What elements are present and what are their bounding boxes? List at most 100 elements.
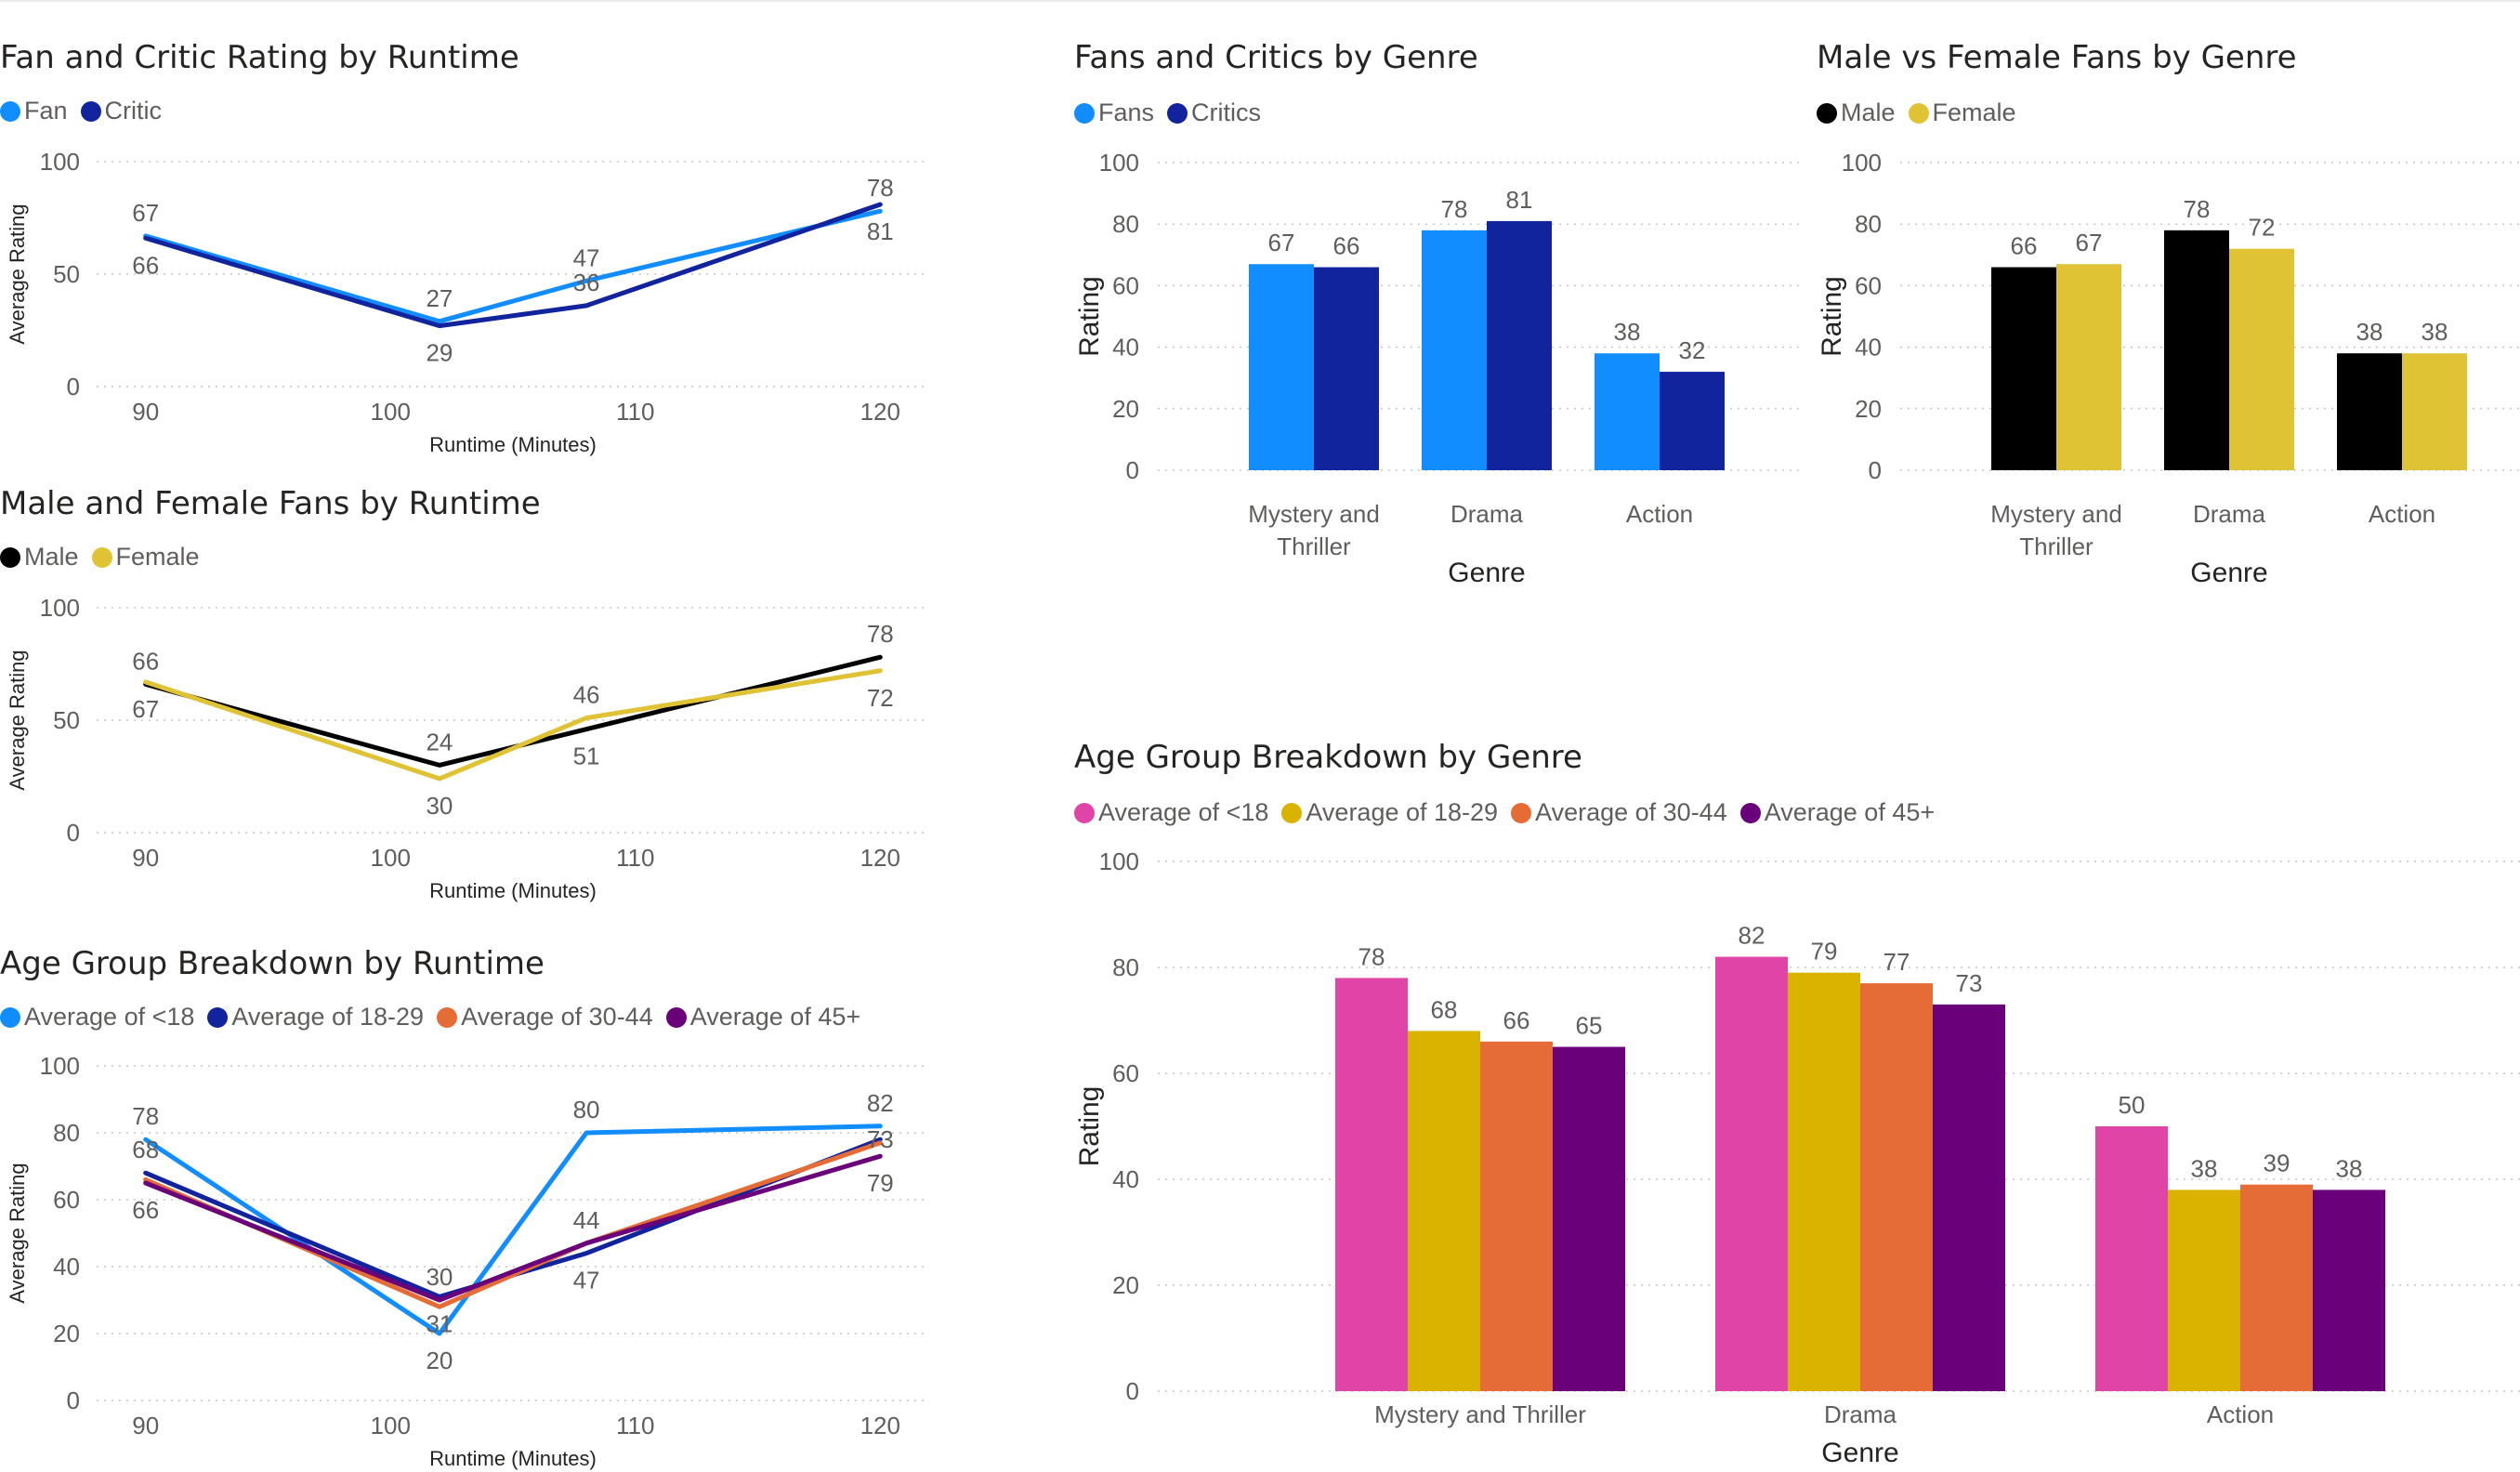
y-tick-label: 100 (40, 594, 80, 622)
y-axis-title: Average Rating (6, 650, 29, 790)
legend-label: Female (1932, 99, 2016, 126)
data-label: 66 (132, 251, 159, 279)
bar (1991, 267, 2056, 470)
legend-label: Average of 30-44 (461, 1003, 653, 1031)
data-label: 67 (2076, 229, 2103, 256)
y-tick-label: 0 (67, 373, 80, 401)
y-tick-label: 100 (1842, 149, 1882, 177)
y-axis-title: Rating (1817, 276, 1847, 357)
y-tick-label: 60 (1855, 271, 1882, 299)
y-tick-label: 50 (53, 260, 80, 288)
bar (1480, 1041, 1553, 1391)
bar (2056, 264, 2121, 470)
x-tick-label: 120 (860, 398, 900, 426)
legend-item[interactable]: Average of 18-29 (207, 1003, 424, 1032)
legend-item[interactable]: Average of 30-44 (1511, 798, 1727, 827)
series-line (143, 208, 883, 324)
legend-item[interactable]: Critics (1167, 99, 1261, 127)
legend-item[interactable]: Female (1908, 99, 2016, 127)
chart-title: Male and Female Fans by Runtime (0, 485, 541, 522)
legend-marker (437, 1006, 458, 1028)
legend-marker (1281, 802, 1303, 823)
y-tick-label: 100 (1099, 848, 1139, 875)
legend-label: Critics (1191, 99, 1262, 126)
x-tick-label: Mystery and (1990, 500, 2122, 528)
data-label: 20 (426, 1347, 453, 1374)
data-label: 77 (1883, 948, 1910, 976)
y-tick-label: 40 (53, 1253, 80, 1281)
data-label: 72 (867, 684, 894, 712)
legend-marker (0, 100, 20, 122)
data-label: 38 (2191, 1154, 2218, 1182)
data-label: 66 (132, 1196, 159, 1224)
data-label: 82 (867, 1089, 894, 1117)
y-axis-title: Rating (1074, 1086, 1105, 1167)
line-chart-svg: 0 50 100 90 100 110 120 Runtime (Minutes) Averag… (6, 148, 929, 456)
legend-marker (1074, 102, 1095, 124)
x-axis-title: Runtime (Minutes) (429, 433, 597, 456)
legend-marker (1167, 102, 1188, 124)
y-tick-label: 0 (1869, 456, 1882, 484)
y-tick-label: 0 (67, 1387, 80, 1414)
y-tick-label: 20 (1112, 395, 1139, 423)
line-chart-svg: 0 20 40 60 80 100 90 100 110 120 Runtime (Minutes)… (6, 1052, 929, 1470)
data-label: 30 (426, 1263, 453, 1291)
y-tick-label: 60 (1112, 271, 1139, 299)
data-label: 32 (1679, 336, 1706, 364)
y-tick-label: 20 (53, 1320, 80, 1347)
legend-item[interactable]: Critic (80, 97, 162, 125)
data-label: 67 (132, 199, 159, 227)
bar (1314, 267, 1379, 470)
age-group-runtime-panel: Age Group Breakdown by Runtime Average o… (0, 945, 966, 1472)
fan-critic-runtime-panel: Fan and Critic Rating by Runtime Fan Crit… (0, 39, 966, 457)
series-line (143, 668, 883, 782)
x-axis-title: Runtime (Minutes) (429, 879, 597, 902)
x-tick-label: Thriller (2019, 532, 2093, 560)
chart-legend: Average of <18 Average of 18-29 Average of… (0, 1003, 873, 1032)
legend-item[interactable]: Fan (0, 97, 68, 125)
legend-label: Average of 18-29 (231, 1003, 425, 1031)
legend-item[interactable]: Average of 45+ (665, 1003, 860, 1032)
legend-item[interactable]: Average of 18-29 (1281, 798, 1498, 827)
x-tick-label: Action (2207, 1400, 2274, 1428)
x-tick-label: 90 (132, 844, 159, 872)
legend-item[interactable]: Average of <18 (1074, 798, 1268, 827)
legend-item[interactable]: Average of 45+ (1739, 798, 1935, 827)
data-label: 46 (573, 681, 600, 709)
data-label: 78 (1358, 942, 1385, 970)
x-tick-label: 90 (132, 398, 159, 426)
male-female-genre-panel: Male vs Female Fans by Genre Male Female … (1817, 39, 2520, 615)
x-tick-label: Mystery and Thriller (1374, 1400, 1586, 1428)
legend-item[interactable]: Average of 30-44 (437, 1003, 653, 1032)
legend-marker (1817, 102, 1837, 124)
bar (2229, 248, 2294, 470)
legend-item[interactable]: Male (1817, 99, 1896, 127)
legend-label: Average of <18 (24, 1003, 195, 1031)
legend-marker (207, 1006, 229, 1028)
x-tick-label: Action (2369, 500, 2435, 528)
y-tick-label: 50 (53, 706, 80, 734)
data-label: 78 (1441, 195, 1468, 223)
bar (1422, 230, 1487, 470)
data-label: 39 (2264, 1150, 2290, 1177)
bar (1860, 983, 1933, 1391)
data-label: 82 (1739, 922, 1765, 950)
bar (2313, 1189, 2385, 1391)
chart-title: Fan and Critic Rating by Runtime (0, 39, 519, 76)
bar (1249, 264, 1314, 470)
legend-item[interactable]: Female (91, 543, 200, 572)
x-tick-label: 110 (616, 398, 654, 426)
y-tick-label: 60 (53, 1186, 80, 1214)
data-label: 47 (573, 1267, 600, 1295)
x-tick-label: 120 (860, 844, 900, 872)
chart-legend: Average of <18 Average of 18-29 Average of… (1074, 798, 1948, 827)
chart-title: Fans and Critics by Genre (1074, 39, 1478, 76)
legend-item[interactable]: Male (0, 543, 79, 572)
x-tick-label: Drama (2193, 500, 2266, 528)
legend-item[interactable]: Average of <18 (0, 1003, 194, 1032)
x-tick-label: 110 (616, 1412, 654, 1439)
x-tick-label: Drama (1824, 1400, 1897, 1428)
y-axis-title: Rating (1074, 276, 1105, 357)
legend-item[interactable]: Fans (1074, 99, 1154, 127)
legend-marker (80, 100, 101, 122)
